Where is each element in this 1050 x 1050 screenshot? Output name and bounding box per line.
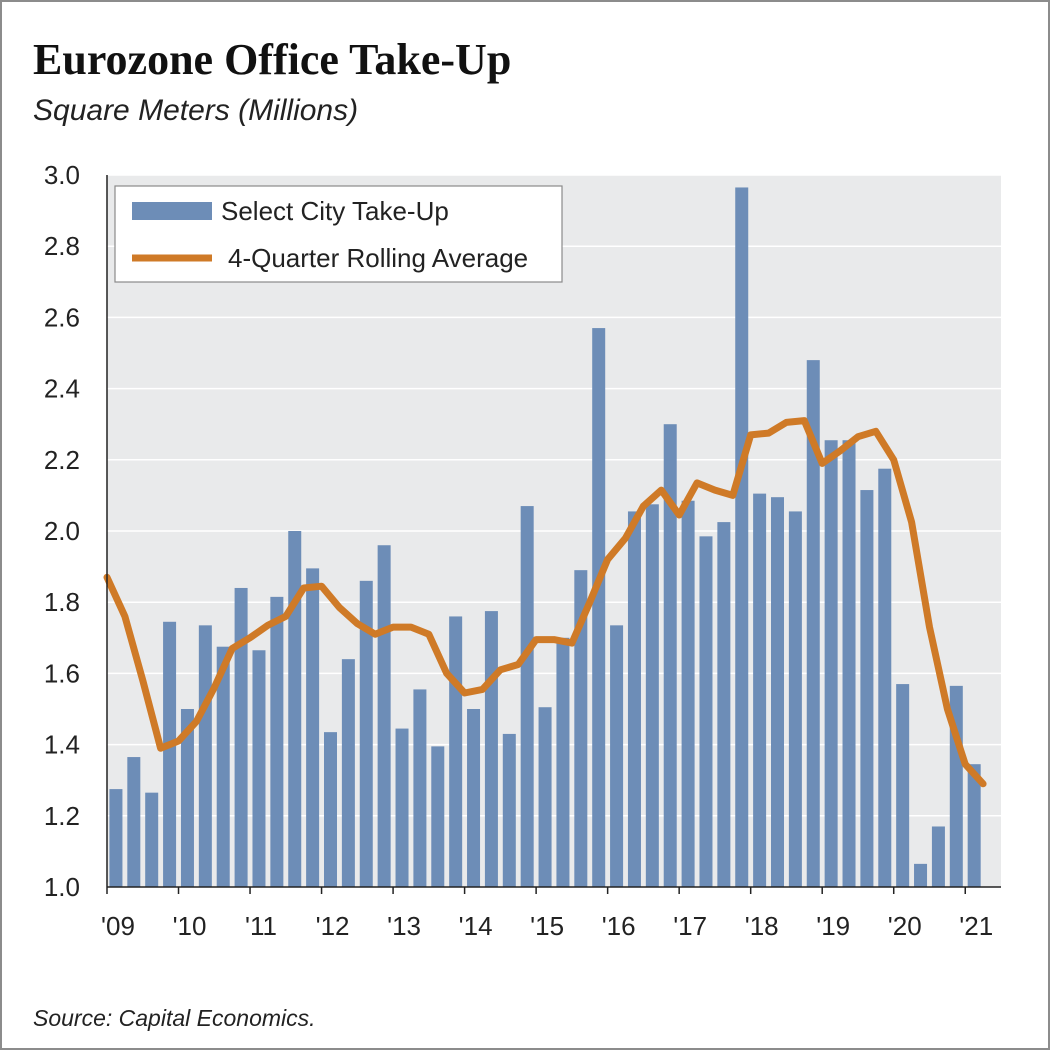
axes: 1.0 1.2 1.4 1.6 1.8 2.0 2.2 2.4 2.6 2.8 3.0 '09 '10 '… xyxy=(44,160,1001,941)
x-tick-label: '15 xyxy=(530,911,564,941)
y-tick-label: 2.8 xyxy=(44,231,80,261)
x-tick-label: '11 xyxy=(245,911,277,941)
bar xyxy=(127,757,141,887)
y-tick-label: 2.2 xyxy=(44,445,80,475)
y-tick-label: 1.8 xyxy=(44,587,80,617)
y-tick-label: 2.6 xyxy=(44,302,80,332)
bar xyxy=(914,863,928,887)
legend-bar-label: Select City Take-Up xyxy=(221,196,449,226)
bar xyxy=(627,511,641,887)
bar xyxy=(967,764,981,887)
bar xyxy=(341,659,355,887)
bar xyxy=(377,545,391,887)
bar xyxy=(467,709,481,887)
x-tick-label: '12 xyxy=(316,911,350,941)
bar xyxy=(681,500,695,887)
bar xyxy=(824,440,838,887)
legend: Select City Take-Up 4-Quarter Rolling Av… xyxy=(114,185,563,283)
legend-bar-swatch xyxy=(132,202,212,220)
bar xyxy=(395,728,409,887)
chart-subtitle: Square Meters (Millions) xyxy=(33,94,359,127)
x-tick-label: '21 xyxy=(959,911,993,941)
y-tick-label: 3.0 xyxy=(44,160,80,190)
legend-line-label: 4-Quarter Rolling Average xyxy=(228,243,528,273)
line-series xyxy=(103,417,987,788)
y-tick-label: 1.0 xyxy=(44,872,80,902)
bar xyxy=(842,440,856,887)
bar xyxy=(324,732,337,887)
bar xyxy=(198,625,212,887)
bar xyxy=(163,621,177,887)
y-tick-label: 1.2 xyxy=(44,801,80,831)
x-tick-label: '16 xyxy=(602,911,636,941)
bar xyxy=(896,684,910,887)
bar xyxy=(413,689,427,887)
bar xyxy=(216,646,230,887)
bar xyxy=(431,746,445,887)
x-tick-label: '17 xyxy=(673,911,707,941)
bar xyxy=(288,531,302,887)
x-tick-label: '19 xyxy=(816,911,850,941)
bar xyxy=(753,493,767,887)
bar xyxy=(109,789,123,887)
bar xyxy=(449,616,463,887)
bar xyxy=(180,709,194,887)
bar xyxy=(252,650,266,887)
bar xyxy=(520,506,534,887)
rolling-average-line xyxy=(103,417,987,788)
bar xyxy=(306,568,320,887)
bar xyxy=(806,360,820,887)
x-tick-label: '10 xyxy=(173,911,207,941)
bar xyxy=(270,596,284,887)
x-tick-label: '18 xyxy=(745,911,779,941)
bar xyxy=(699,536,713,887)
bar xyxy=(645,504,659,887)
bar xyxy=(771,497,784,887)
bar xyxy=(860,490,874,887)
bar xyxy=(556,637,570,887)
bar xyxy=(502,733,516,887)
x-tick-label: '09 xyxy=(101,911,135,941)
bar xyxy=(610,625,624,887)
bar-series xyxy=(109,187,981,888)
bar xyxy=(717,522,731,887)
bar xyxy=(538,707,552,887)
y-tick-label: 1.6 xyxy=(44,658,80,688)
bar xyxy=(788,511,802,887)
bar xyxy=(931,826,945,887)
x-tick-label: '20 xyxy=(888,911,922,941)
bar xyxy=(878,468,892,887)
bar xyxy=(663,424,677,887)
x-tick-label: '14 xyxy=(459,911,493,941)
y-tick-label: 2.0 xyxy=(44,516,80,546)
bar xyxy=(592,328,606,888)
bar xyxy=(484,611,498,887)
y-tick-label: 2.4 xyxy=(44,374,80,404)
bar xyxy=(359,580,373,887)
chart-title: Eurozone Office Take-Up xyxy=(33,35,512,84)
x-tick-label: '13 xyxy=(387,911,421,941)
bar xyxy=(735,187,749,887)
y-tick-label: 1.4 xyxy=(44,730,80,760)
bar xyxy=(574,570,588,887)
source-note: Source: Capital Economics. xyxy=(33,1005,316,1031)
bar xyxy=(234,587,248,887)
bar xyxy=(145,792,159,887)
